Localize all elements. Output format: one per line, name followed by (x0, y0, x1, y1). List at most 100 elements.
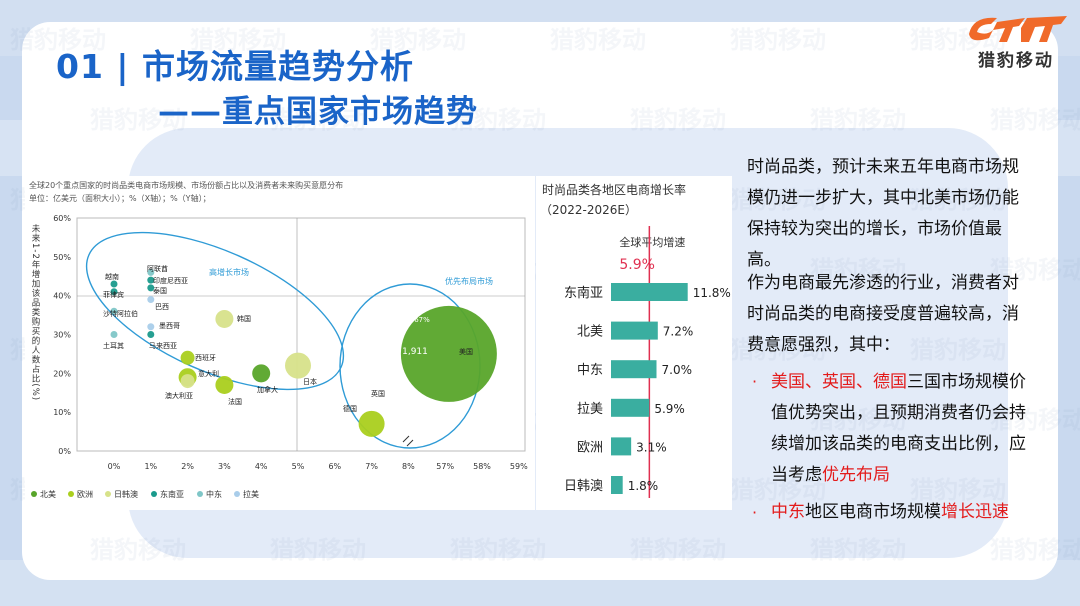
x-tick-label: 1% (144, 462, 157, 471)
bubble-label: 法国 (228, 397, 242, 406)
bubble-越南 (110, 280, 118, 288)
watermark-text: 猎豹移动 (550, 26, 646, 54)
watermark-text: 猎豹移动 (450, 106, 546, 134)
bubble-label: 墨西哥 (159, 322, 180, 330)
bubble-德国 (358, 410, 385, 437)
watermark-text: 猎豹移动 (190, 26, 286, 54)
legend-label: 日韩澳 (114, 489, 138, 499)
bubble-label: 西班牙 (195, 353, 216, 362)
x-tick-label: 6% (328, 462, 341, 471)
bubble-value-usa: 1,911 (402, 347, 428, 357)
bubble-法国 (215, 375, 234, 394)
high-growth-group-outline (85, 231, 345, 391)
y-tick-label: 0% (58, 447, 71, 456)
legend-marker (197, 491, 203, 497)
bubble-菲律宾 (110, 288, 118, 296)
bubble-澳大利亚 (180, 374, 195, 389)
bullet-middle-east: 中东地区电商市场规模增长迅速 (771, 497, 1033, 528)
bubble-西班牙 (180, 350, 195, 365)
bubble-巴西 (147, 296, 155, 304)
bubble-日本 (285, 352, 311, 379)
highlight-growth: 增长迅速 (941, 502, 1009, 522)
bar (611, 283, 688, 301)
bubble-印度尼西亚 (147, 276, 155, 284)
bubble-马来西亚 (147, 331, 155, 338)
watermark-text: 猎豹移动 (630, 106, 726, 134)
bar-chart-panel: 时尚品类各地区电商增长率 （2022-2026E） 全球平均增速 5.9% 东南亚 11.… (536, 176, 732, 510)
bullet-text: 三国市场规模价值优势突出，且预期消费者仍会持续增加该品类的电商支出比例，应当考虑 (771, 372, 1026, 485)
watermark-text: 猎豹移动 (810, 536, 906, 564)
bubble-阿联酋 (147, 268, 155, 276)
watermark-text: 猎豹移动 (810, 406, 906, 434)
legend-label: 北美 (40, 489, 56, 499)
bubble-label: 澳大利亚 (165, 391, 193, 400)
bar (611, 321, 658, 340)
watermark-text: 猎豹移动 (730, 26, 826, 54)
watermark-text: 猎豹移动 (10, 26, 106, 54)
bubble-label: 韩国 (237, 314, 251, 323)
y-tick-label: 20% (53, 369, 71, 378)
x-tick-label: 59% (510, 462, 528, 471)
legend-label: 欧洲 (77, 489, 93, 499)
bar (611, 437, 632, 456)
bar-chart-title: 时尚品类各地区电商增长率 (542, 182, 686, 197)
x-tick-label: 7% (365, 462, 378, 471)
logo-text: 猎豹移动 (978, 51, 1054, 71)
bar (611, 476, 623, 494)
y-tick-label: 30% (53, 331, 71, 340)
bar-category-label: 东南亚 (564, 285, 603, 301)
bubble-沙特阿拉伯 (110, 307, 118, 315)
chart-caption: 全球20个重点国家的时尚品类电商市场规模、市场份额占比以及消费者未来购买意愿分布 (29, 181, 344, 190)
reference-line-value: 5.9% (619, 257, 655, 273)
bubble-label: 马来西亚 (149, 342, 177, 350)
bar-value-label: 5.9% (654, 402, 685, 416)
watermark-text: 猎豹移动 (810, 106, 906, 134)
watermark-text: 猎豹移动 (730, 476, 826, 504)
watermark-text: 猎豹移动 (990, 406, 1080, 434)
bar-category-label: 日韩澳 (564, 478, 603, 494)
bubble-label: 英国 (371, 389, 385, 398)
reference-line-label: 全球平均增速 (619, 235, 685, 249)
legend-marker (234, 491, 240, 497)
legend-label: 中东 (206, 489, 222, 499)
watermark-text: 猎豹移动 (90, 536, 186, 564)
legend-marker (31, 491, 37, 497)
watermark-text: 猎豹移动 (910, 186, 1006, 214)
bar-value-label: 1.8% (628, 479, 659, 493)
watermark-text: 猎豹移动 (910, 336, 1006, 364)
watermark-text: 猎豹移动 (630, 536, 726, 564)
high-growth-group-label: 高增长市场 (209, 267, 249, 277)
watermark-text: 猎豹移动 (270, 536, 366, 564)
watermark-text: 猎豹移动 (990, 536, 1080, 564)
axis-break-mark (402, 435, 414, 447)
watermark-text: 猎豹移动 (990, 256, 1080, 284)
logo: 猎豹移动 (963, 12, 1069, 72)
bullet-dot: · (752, 503, 758, 522)
x-tick-label: 58% (473, 462, 491, 471)
x-tick-label: 4% (255, 462, 268, 471)
x-tick-label: 8% (402, 462, 415, 471)
detail-paragraph: 作为电商最先渗透的行业，消费者对时尚品类的电商接受度普遍较高，消费意愿强烈，其中… (747, 273, 1019, 355)
highlight-region: 中东 (771, 502, 805, 522)
bubble-墨西哥 (147, 323, 155, 331)
bar-value-label: 7.2% (663, 325, 694, 339)
legend-label: 东南亚 (160, 489, 184, 499)
bubble-label: 越南 (105, 272, 119, 281)
bubble-泰国 (147, 284, 155, 292)
x-tick-label: 5% (292, 462, 305, 471)
bar (611, 398, 650, 417)
bubble-label: 加拿大 (257, 385, 278, 394)
legend-marker (151, 491, 157, 497)
bubble-label: 沙特阿拉伯 (103, 309, 138, 318)
bubble-share-usa: 67% (414, 316, 430, 324)
bar-category-label: 中东 (577, 363, 603, 378)
y-tick-label: 10% (53, 408, 71, 417)
bar-chart: 时尚品类各地区电商增长率 （2022-2026E） 全球平均增速 5.9% 东南亚 11.… (540, 182, 731, 498)
watermark-text: 猎豹移动 (990, 106, 1080, 134)
bubble-label: 土耳其 (103, 341, 124, 350)
watermark-text: 猎豹移动 (370, 26, 466, 54)
bubble-label: 泰国 (153, 286, 167, 295)
bubble-label: 意大利 (198, 369, 219, 378)
bar-value-label: 11.8% (693, 286, 731, 300)
x-tick-label: 2% (181, 462, 194, 471)
